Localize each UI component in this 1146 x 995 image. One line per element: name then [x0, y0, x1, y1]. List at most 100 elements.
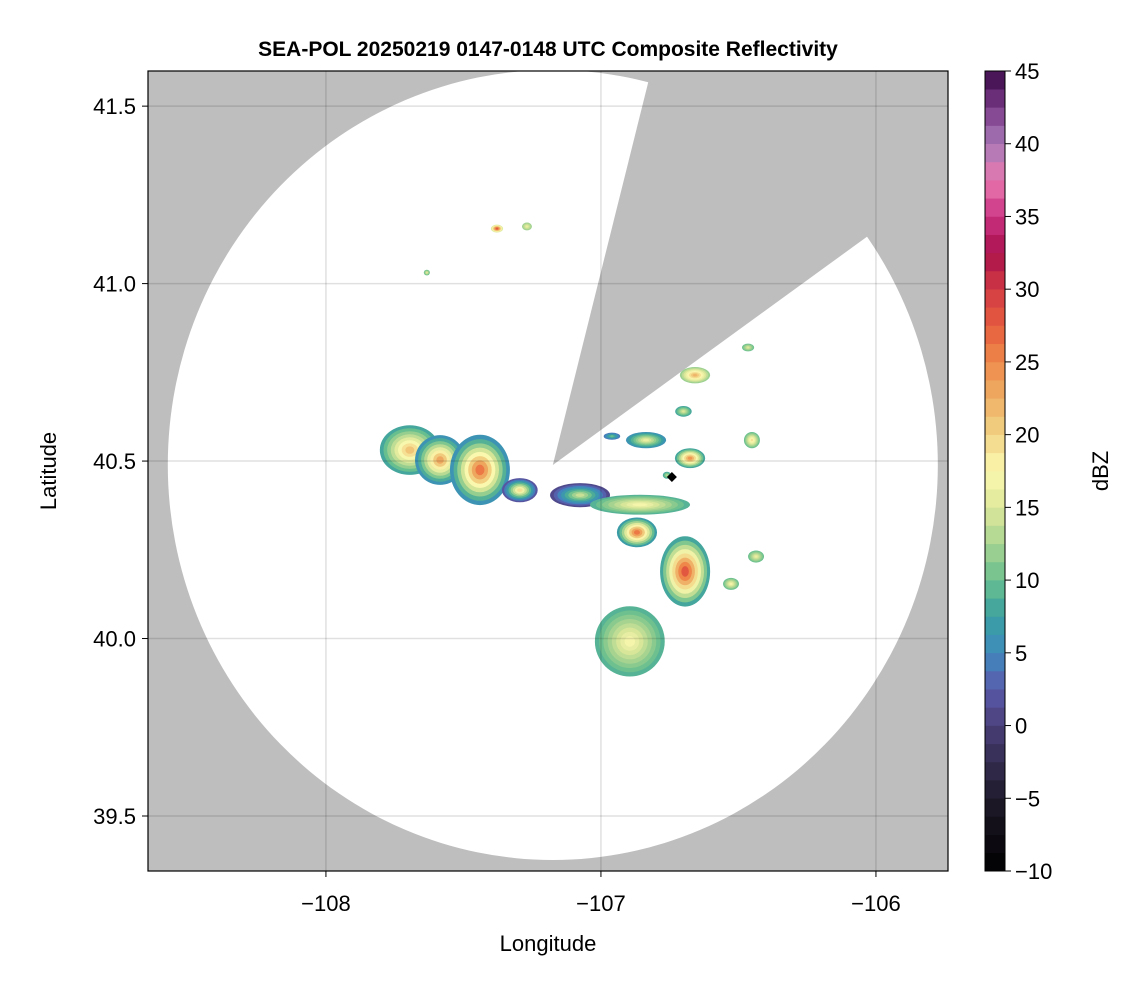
colorbar-bin [985, 797, 1005, 817]
echo-contour [575, 493, 585, 497]
echo-cell [594, 606, 665, 677]
x-tick-label: −106 [851, 891, 901, 916]
colorbar-tick-label: 45 [1015, 59, 1039, 84]
grid [148, 71, 948, 871]
y-tick-label: 41.5 [93, 94, 136, 119]
colorbar-bin [985, 488, 1005, 508]
echo-contour [525, 225, 528, 228]
colorbar-bin [985, 634, 1005, 654]
echo-cell [660, 536, 711, 607]
echo-contour [754, 555, 758, 558]
colorbar-bin [985, 397, 1005, 417]
colorbar-tick-label: 35 [1015, 204, 1039, 229]
colorbar-bin [985, 197, 1005, 217]
echo-cell [625, 431, 667, 449]
colorbar-bin [985, 743, 1005, 763]
echo-cell [550, 483, 611, 508]
colorbar-bin [985, 107, 1005, 126]
colorbar-tick-label: −10 [1015, 859, 1052, 884]
radar-site-marker [666, 472, 677, 483]
echo-contour [747, 346, 750, 349]
colorbar-bin [985, 670, 1005, 690]
echo-contour [729, 582, 733, 585]
echo-cell [415, 435, 466, 485]
echo-contour [475, 464, 485, 476]
echo-cell [675, 406, 692, 417]
colorbar-bin [985, 616, 1005, 635]
colorbar-bin [985, 816, 1005, 835]
colorbar-bin [985, 725, 1005, 745]
reflectivity-echoes [379, 222, 765, 677]
echo-cell [603, 432, 621, 440]
echo-cell [522, 222, 532, 231]
colorbar-bin [985, 852, 1005, 872]
echo-contour [405, 446, 415, 454]
echo-contour [665, 474, 668, 477]
y-axis-label: Latitude [36, 432, 61, 510]
echo-cell [674, 448, 706, 469]
colorbar-bin [985, 561, 1005, 581]
colorbar-label: dBZ [1088, 451, 1113, 491]
echo-contour [624, 636, 636, 647]
colorbar-tick-label: 40 [1015, 132, 1039, 157]
echo-cell [679, 367, 711, 384]
y-tick-label: 39.5 [93, 804, 136, 829]
echo-cell [501, 478, 538, 503]
echo-contour [681, 566, 689, 577]
echo-contour [495, 227, 498, 230]
echo-cell [743, 431, 760, 449]
echo-contour [610, 435, 614, 438]
echo-cell [748, 550, 765, 563]
colorbar-bin [985, 834, 1005, 854]
colorbar-bin [985, 343, 1005, 363]
colorbar-bin [985, 125, 1005, 145]
colorbar-bin [985, 216, 1005, 235]
x-axis-label: Longitude [500, 931, 597, 956]
echo-contour [643, 438, 650, 442]
y-tick-label: 41.0 [93, 272, 136, 297]
colorbar-bin [985, 179, 1005, 199]
colorbar-bin [985, 579, 1005, 599]
echo-contour [692, 373, 698, 377]
colorbar-tick-label: 20 [1015, 423, 1039, 448]
colorbar-bin [985, 270, 1005, 290]
colorbar-bin [985, 88, 1005, 108]
colorbar-bin [985, 597, 1005, 617]
colorbar-bin [985, 434, 1005, 454]
chart-title: SEA-POL 20250219 0147-0148 UTC Composite… [258, 38, 838, 61]
colorbar-tick-label: −5 [1015, 786, 1040, 811]
colorbar-bin [985, 252, 1005, 272]
echo-cell [423, 269, 430, 276]
echo-cell [616, 517, 658, 548]
colorbar-bin [985, 161, 1005, 181]
y-axis: 39.5 40.0 40.5 41.0 41.5 [93, 94, 148, 829]
echo-contour [750, 438, 754, 442]
colorbar-bin [985, 70, 1005, 90]
y-tick-label: 40.0 [93, 627, 136, 652]
echo-contour [682, 410, 685, 413]
colorbar-tick-label: 5 [1015, 641, 1027, 666]
colorbar-bin [985, 707, 1005, 726]
echo-contour [687, 456, 693, 460]
x-axis: −108 −107 −106 [301, 871, 901, 916]
colorbar-tick-label: 0 [1015, 714, 1027, 739]
colorbar-bin [985, 688, 1005, 708]
echo-contour [633, 530, 640, 535]
echo-contour [632, 503, 648, 507]
colorbar-bin [985, 379, 1005, 399]
blocked-sector [552, 71, 948, 465]
echo-cell [490, 224, 504, 233]
echo-cell [449, 434, 510, 506]
echo-cell [723, 577, 739, 590]
colorbar-tick-label: 25 [1015, 350, 1039, 375]
colorbar-frame [984, 70, 1006, 872]
colorbar-bin [985, 507, 1005, 526]
colorbar-bin [985, 543, 1005, 563]
colorbar-bin [985, 288, 1005, 308]
colorbar: −10 −5 0 5 10 15 20 25 30 35 40 45 [984, 59, 1052, 884]
plot-area [148, 71, 948, 871]
colorbar-bin [985, 761, 1005, 781]
colorbar-tick-label: 15 [1015, 495, 1039, 520]
colorbar-bin [985, 652, 1005, 672]
